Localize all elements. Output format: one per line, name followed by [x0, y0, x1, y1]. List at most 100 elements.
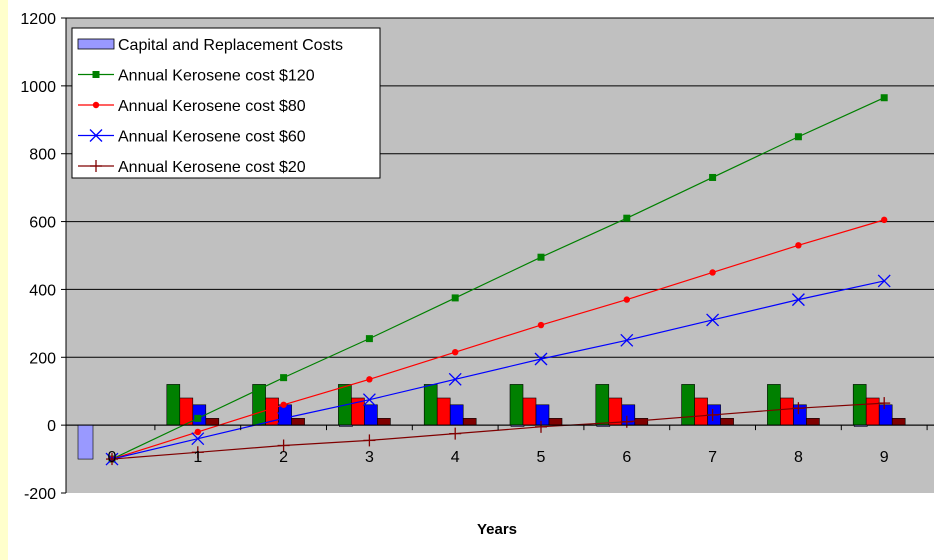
bar-k1-year-5: [509, 384, 524, 426]
bar-k4-year-9: [891, 418, 906, 426]
point-k60-year-9: [877, 274, 891, 288]
x-tick-label: 4: [451, 449, 460, 466]
legend-marker-k20: [90, 160, 102, 172]
bar-k1-year-7: [681, 384, 695, 426]
x-tick-label: 6: [622, 449, 631, 466]
point-k120-year-7: [709, 173, 717, 181]
point-k20-year-8: [792, 402, 805, 415]
marker-stroke: [791, 293, 805, 307]
point-k120-year-4: [451, 294, 459, 302]
line-k20: [111, 402, 885, 460]
legend-label-k60: Annual Kerosene cost $60: [118, 129, 306, 146]
point-k60-year-4: [448, 372, 462, 386]
legend-marker-k120: [92, 71, 100, 78]
point-k80-year-7: [709, 269, 716, 276]
line-k120: [111, 97, 885, 460]
point-k80-year-6: [623, 296, 630, 303]
point-k20-year-3: [363, 434, 376, 447]
marker-stroke: [362, 393, 376, 407]
bars-group: [77, 384, 906, 460]
bar-k4-year-5: [548, 418, 563, 426]
point-k120-year-1: [194, 414, 202, 422]
x-tick-label: 1: [193, 449, 202, 466]
bar-k4-year-1: [205, 418, 220, 426]
point-k120-year-8: [794, 133, 802, 141]
legend-box: [71, 27, 381, 179]
x-tick-label: 7: [708, 449, 717, 466]
y-tick-label: 600: [29, 215, 56, 232]
bar-k2-year-4: [436, 397, 451, 426]
bar-k4-year-8: [806, 418, 820, 426]
point-k120-year-2: [280, 374, 288, 382]
point-k60-year-2: [277, 411, 291, 425]
legend-label-k80: Annual Kerosene cost $80: [118, 98, 306, 115]
point-k60-year-5: [534, 352, 548, 366]
y-axis: -200 0 200 400 600 800 1000 1200: [20, 11, 67, 503]
bar-k1-year-2: [252, 384, 266, 426]
bar-k4-year-2: [291, 418, 305, 426]
marker-stroke: [191, 432, 205, 446]
point-k60-year-3: [362, 393, 376, 407]
marker-stroke: [534, 352, 548, 366]
bar-k4-year-3: [377, 418, 391, 426]
y-tick-label: -200: [24, 486, 56, 503]
bar-k4-year-4: [462, 418, 477, 426]
bar-k3-year-4: [449, 404, 464, 426]
marker-stroke: [877, 274, 891, 288]
point-k20-year-7: [706, 408, 719, 421]
legend-label-capital: Capital and Replacement Costs: [118, 37, 343, 54]
point-k60-year-8: [791, 293, 805, 307]
bar-k2-year-9: [865, 397, 880, 426]
legend-label-k20: Annual Kerosene cost $20: [118, 159, 306, 176]
bar-k1-year-6: [595, 384, 610, 426]
bar-k1-year-8: [767, 384, 781, 426]
y-tick-label: 0: [47, 418, 56, 435]
bar-capital-year-0: [77, 424, 94, 460]
point-k20-year-4: [449, 427, 462, 440]
point-k80-year-3: [366, 376, 373, 383]
legend: Capital and Replacement Costs Annual Kero…: [71, 27, 381, 179]
point-k80-year-1: [194, 428, 201, 436]
y-tick-label: 1200: [20, 11, 56, 28]
marker-stroke: [706, 313, 720, 327]
y-tick-label: 800: [29, 147, 56, 164]
point-k20-year-2: [277, 439, 290, 452]
x-tick-label: 5: [537, 449, 546, 466]
bar-k4-year-7: [720, 418, 734, 426]
legend-marker-k80: [92, 101, 100, 109]
point-k20-year-6: [620, 415, 633, 428]
point-k20-year-5: [535, 420, 547, 433]
y-tick-label: 200: [29, 350, 56, 367]
bar-k4-year-6: [634, 418, 649, 426]
legend-marker-k60: [89, 129, 103, 142]
marker-stroke: [448, 372, 462, 386]
y-tick-label: 1000: [20, 79, 56, 96]
bar-k2-year-6: [608, 397, 623, 426]
point-k120-year-9: [880, 94, 888, 102]
point-k120-year-6: [623, 214, 631, 222]
bar-k3-year-3: [364, 404, 378, 426]
point-k60-year-7: [706, 313, 720, 327]
bar-k2-year-5: [522, 397, 537, 426]
point-k80-year-8: [795, 242, 802, 249]
bar-k2-year-7: [694, 397, 708, 426]
point-k80-year-9: [881, 216, 888, 224]
point-k120-year-5: [537, 253, 545, 261]
point-k80-year-5: [537, 321, 545, 329]
x-tick-label: 8: [794, 449, 803, 466]
point-k120-year-3: [365, 335, 373, 343]
x-tick-label: 3: [365, 449, 374, 466]
x-axis-title: Years: [477, 521, 517, 538]
bar-k1-year-1: [166, 384, 181, 426]
point-k80-year-4: [452, 348, 459, 356]
marker-stroke: [89, 129, 103, 142]
x-tick-label: 2: [279, 449, 288, 466]
point-k60-year-1: [191, 432, 205, 446]
legend-label-k120: Annual Kerosene cost $120: [118, 68, 315, 85]
bar-k1-year-4: [423, 384, 438, 426]
bar-k2-year-8: [780, 397, 794, 426]
line-k80: [111, 219, 885, 460]
x-axis: 0 1 2 3 4 5 6 7 8 9: [65, 424, 934, 466]
